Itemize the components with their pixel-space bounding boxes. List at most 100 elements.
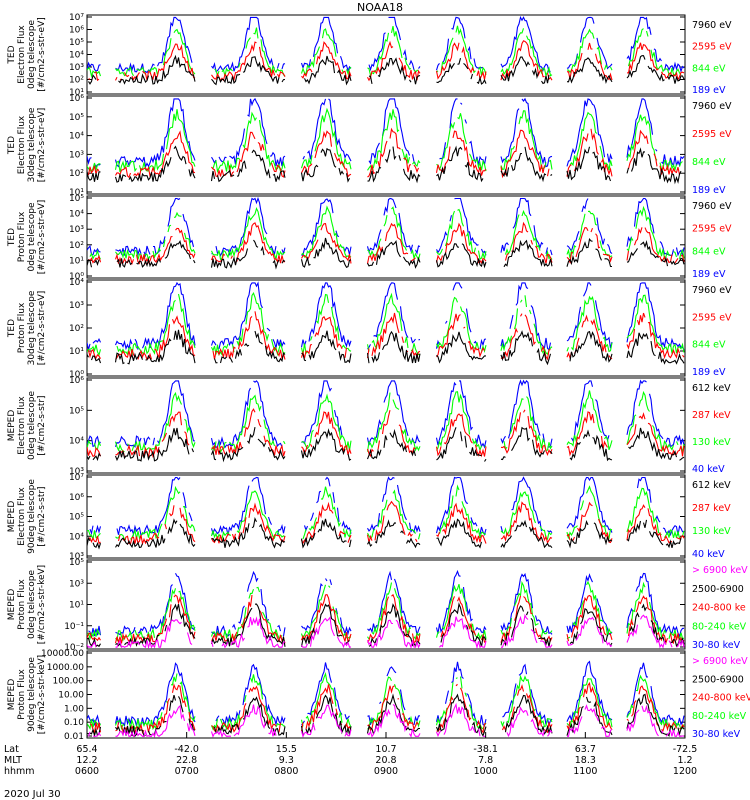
legend-entry: 287 keV [692,410,731,421]
panel-frame [86,195,686,279]
y-tick-label: 10⁵ [69,558,84,568]
series-2 [87,580,685,642]
y-tick-label: 10³ [69,552,84,562]
y-axis-label: 0deg telescope [27,20,37,90]
y-axis-label: 0deg telescope [27,570,37,640]
y-tick-label: 10⁰ [69,272,84,282]
legend-entry: 130 keV [692,437,731,448]
legend-entry: 130 keV [692,526,731,537]
y-axis-label: 30deg telescope [27,107,37,182]
x-tick-label: -72.5 [673,744,698,755]
y-tick-label: 10¹ [69,256,84,266]
legend-entry: 612 keV [692,383,731,394]
y-axis-label: MEPED [7,589,17,621]
y-axis-label: [#/cm2-s-str-eV] [37,291,47,366]
y-tick-label: 10⁶ [69,493,84,503]
legend-entry: 287 keV [692,503,731,514]
panel-1: 10¹ 10² 10³ 10⁴ 10⁵ 10⁶ 10⁷ TED Electron Flux 0de… [7,13,732,98]
y-tick-label: 10⁵ [69,113,84,123]
y-tick-label: 10.00 [58,691,84,701]
x-tick-label: 1000 [474,766,498,777]
legend-entry: 7960 eV [692,20,732,31]
series-group [87,281,685,366]
series-group [87,379,685,463]
y-tick-label: 10000.00 [41,649,84,659]
y-tick-label: 10³ [69,225,84,235]
y-axis-label: Electron Flux [17,396,27,455]
y-tick-label: 10⁴ [69,51,84,61]
legend-entry: 7960 eV [692,285,732,296]
y-axis-label: [#/cm2-s-str-keV] [37,565,47,644]
y-tick-label: 100.00 [53,677,85,687]
legend-entry: 2595 eV [692,312,732,323]
y-axis-label: [#/cm2-s-str] [37,395,47,455]
series-4 [87,426,685,463]
legend-entry: 240-800 ke [692,603,746,614]
y-tick-label: 10⁻¹ [64,622,84,632]
x-tick-label: 63.7 [575,744,596,755]
x-tick-label: 20.8 [375,755,396,766]
legend-entry: 40 keV [692,549,725,560]
y-tick-label: 10¹ [69,188,84,198]
series-3 [87,593,685,645]
panel-3: 10⁰ 10¹ 10² 10³ 10⁴ 10⁵ TED Proton Flux 0deg tel… [7,194,732,282]
series-1 [87,97,685,169]
legend-entry: 7960 eV [692,101,732,112]
y-tick-label: 10³ [69,467,84,477]
legend-entry: 844 eV [692,340,726,351]
series-4 [87,693,685,738]
y-axis-label: 90deg telescope [27,657,37,732]
y-tick-label: 10⁶ [69,94,84,104]
x-tick-label: -38.1 [473,744,498,755]
legend-entry: 30-80 keV [692,640,741,651]
panel-frame [86,377,686,474]
x-tick-label: 12.2 [76,755,97,766]
series-2 [87,107,683,174]
series-group [87,196,685,270]
series-4 [87,237,685,270]
series-2 [87,25,682,79]
y-tick-label: 10⁵ [69,513,84,523]
y-axis-label: 0deg telescope [27,202,37,272]
series-1 [87,15,685,74]
legend-entry: 844 eV [692,246,726,257]
panel-6: 10³ 10⁴ 10⁵ 10⁶ 10⁷ MEPED Electron Flux 90deg t… [7,473,731,562]
y-tick-label: 1000.00 [47,663,84,673]
panel-4: 10⁰ 10¹ 10² 10³ 10⁴ TED Proton Flux 30deg teles… [7,278,732,380]
y-axis-label: TED [7,228,17,247]
y-tick-label: 10³ [69,63,84,73]
y-axis-label: MEPED [7,501,17,533]
series-4 [88,54,685,86]
y-tick-label: 10⁵ [69,406,84,416]
y-axis-label: [#/cm2-s-str-eV] [37,200,47,275]
legend-entry: 2500-6900 [692,584,744,595]
legend-entry: 189 eV [692,367,726,378]
y-tick-label: 10⁻² [64,643,84,653]
x-tick-label: 0700 [175,766,199,777]
y-axis-label: MEPED [7,679,17,711]
y-axis-label: TED [7,136,17,155]
legend-entry: 2595 eV [692,224,732,235]
y-axis-label: Electron Flux [17,115,27,174]
x-tick-label: 7.8 [478,755,493,766]
y-tick-label: 10⁶ [69,376,84,386]
legend-entry: 30-80 keV [692,729,741,740]
series-5 [87,702,685,738]
series-4 [87,329,685,366]
y-axis-label: TED [7,319,17,338]
chart-title: NOAA18 [357,1,403,14]
series-group [87,569,685,649]
y-axis-label: 30deg telescope [27,290,37,365]
series-5 [87,613,685,649]
x-row-label: MLT [4,755,22,766]
panel-5: 10³ 10⁴ 10⁵ 10⁶ MEPED Electron Flux 0deg teles… [7,376,731,477]
series-4 [87,602,685,648]
y-axis-label: Proton Flux [17,669,27,720]
x-tick-label: 10.7 [375,744,396,755]
y-axis-label: Electron Flux [17,25,27,84]
y-tick-label: 10⁴ [69,132,84,142]
legend-entry: 2595 eV [692,42,732,53]
x-tick-label: 1100 [573,766,597,777]
